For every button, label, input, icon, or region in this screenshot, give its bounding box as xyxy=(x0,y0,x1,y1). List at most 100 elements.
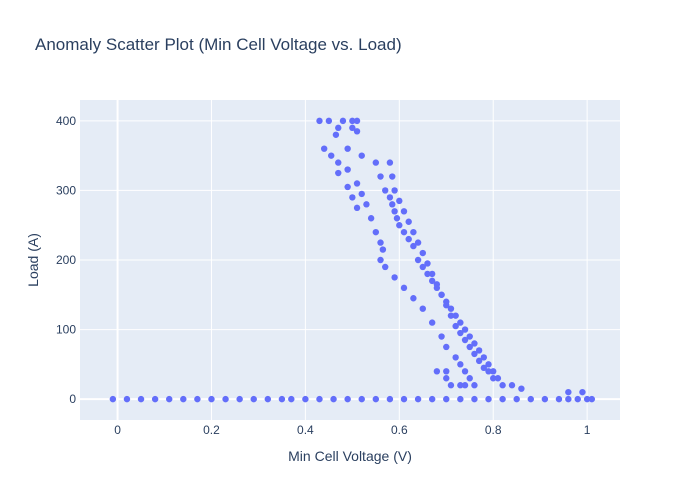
data-point xyxy=(499,382,506,389)
data-point xyxy=(137,395,145,403)
data-point xyxy=(466,375,473,382)
data-point xyxy=(471,382,478,389)
data-point xyxy=(349,124,356,132)
data-point xyxy=(513,395,520,403)
x-tick-label: 0.2 xyxy=(203,423,220,437)
data-point xyxy=(443,302,450,309)
data-point xyxy=(443,368,450,375)
data-point xyxy=(363,201,370,208)
data-point xyxy=(344,145,351,152)
data-point xyxy=(461,326,469,333)
data-point xyxy=(410,228,417,236)
x-tick-label: 0 xyxy=(114,423,121,437)
data-point xyxy=(405,218,412,225)
data-point xyxy=(379,246,387,253)
x-tick-label: 0.6 xyxy=(391,423,408,437)
data-point xyxy=(367,215,375,222)
data-point xyxy=(236,395,243,403)
data-point xyxy=(424,260,431,267)
y-tick-label: 300 xyxy=(56,183,76,197)
y-tick-label: 400 xyxy=(56,114,76,128)
data-point xyxy=(428,270,436,278)
data-point xyxy=(372,228,380,236)
data-point xyxy=(288,395,295,403)
data-point xyxy=(490,375,497,382)
data-point xyxy=(490,368,497,375)
data-point xyxy=(339,117,347,125)
data-point xyxy=(353,128,361,135)
data-points xyxy=(109,117,596,403)
data-point xyxy=(443,395,450,403)
data-point xyxy=(452,312,459,319)
data-point xyxy=(389,201,396,208)
data-point xyxy=(151,395,159,403)
x-axis-ticks: 0 0.2 0.4 0.6 0.8 1 xyxy=(114,423,591,437)
data-point xyxy=(400,395,408,403)
data-point xyxy=(565,395,572,403)
data-point xyxy=(414,395,422,403)
data-point xyxy=(414,239,422,246)
data-point xyxy=(180,395,187,403)
data-point xyxy=(396,222,403,229)
data-point xyxy=(541,395,549,403)
data-point xyxy=(428,319,436,326)
data-point xyxy=(330,395,337,403)
data-point xyxy=(485,361,492,368)
data-point xyxy=(447,305,455,312)
data-point xyxy=(316,117,323,125)
data-point xyxy=(419,249,426,257)
data-point xyxy=(466,333,473,340)
data-point xyxy=(358,190,365,198)
data-point xyxy=(377,239,384,246)
data-point xyxy=(328,152,335,159)
data-point xyxy=(414,256,422,264)
data-point xyxy=(349,194,356,201)
data-point xyxy=(320,145,328,152)
data-point xyxy=(466,343,473,351)
data-point xyxy=(123,395,131,403)
data-point xyxy=(335,159,342,166)
data-point xyxy=(419,263,426,271)
data-point xyxy=(344,183,351,191)
data-point xyxy=(443,375,450,382)
x-axis-title: Min Cell Voltage (V) xyxy=(288,448,412,464)
data-point xyxy=(353,117,361,125)
data-point xyxy=(386,395,394,403)
data-point xyxy=(278,395,286,403)
data-point xyxy=(391,208,398,215)
data-point xyxy=(518,385,525,392)
data-point xyxy=(471,340,478,347)
data-point xyxy=(358,395,365,403)
data-point xyxy=(475,357,483,365)
data-point xyxy=(452,322,459,330)
data-point xyxy=(485,368,492,375)
data-point xyxy=(494,375,502,382)
data-point xyxy=(372,159,380,166)
data-point xyxy=(405,235,412,243)
data-point xyxy=(574,395,581,403)
data-point xyxy=(457,382,464,389)
data-point xyxy=(109,395,117,403)
data-point xyxy=(344,395,351,403)
data-point xyxy=(480,354,488,361)
data-point xyxy=(400,228,408,236)
x-tick-label: 1 xyxy=(584,423,591,437)
data-point xyxy=(400,208,408,215)
data-point xyxy=(222,395,229,403)
data-point xyxy=(386,194,394,201)
data-point xyxy=(461,336,469,344)
data-point xyxy=(471,395,478,403)
data-point xyxy=(302,395,309,403)
data-point xyxy=(461,382,469,389)
data-point xyxy=(565,388,572,396)
data-point xyxy=(382,187,389,194)
data-point xyxy=(391,274,398,281)
data-point xyxy=(433,281,441,288)
data-point xyxy=(386,159,394,166)
data-point xyxy=(443,343,450,351)
data-point xyxy=(461,368,469,375)
data-point xyxy=(166,395,173,403)
y-axis-title: Load (A) xyxy=(25,233,41,287)
data-point xyxy=(353,180,361,187)
